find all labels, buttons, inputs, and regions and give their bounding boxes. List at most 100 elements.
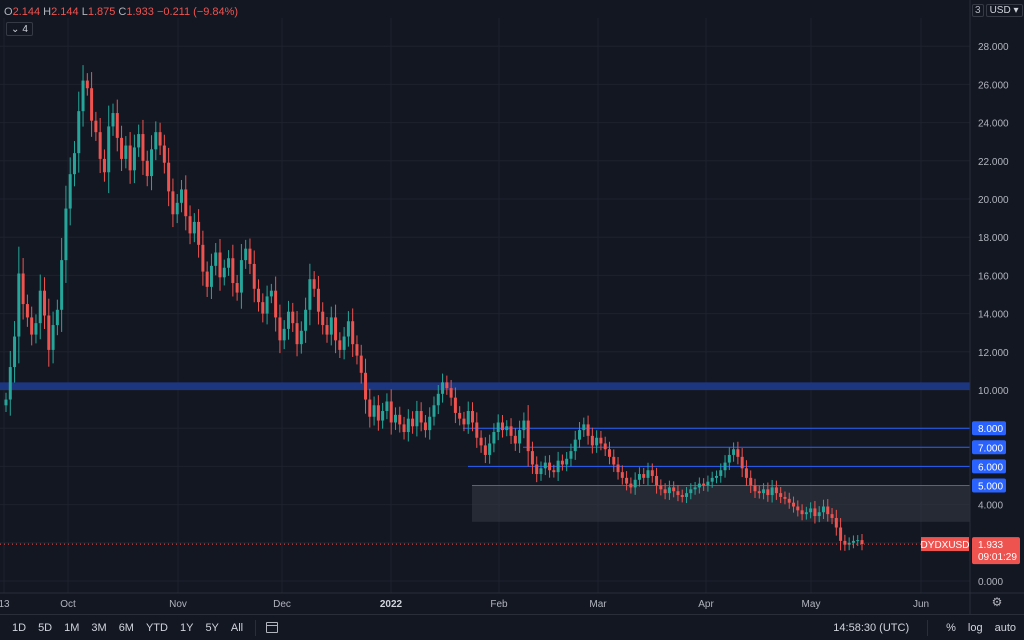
candle-body <box>821 506 825 513</box>
x-tick-label: Apr <box>698 599 714 610</box>
chevron-down-icon: ⌄ <box>11 23 20 35</box>
level-price-tag <box>972 421 1006 436</box>
candle-body <box>702 483 706 486</box>
candle-body <box>693 487 697 490</box>
candle-body <box>839 527 843 541</box>
axis-count-badge[interactable]: 3 <box>972 4 984 17</box>
candle-body <box>406 418 410 433</box>
candle-body <box>338 340 342 350</box>
candle-body <box>381 411 385 421</box>
range-6m-button[interactable]: 6M <box>118 621 134 634</box>
candle-body <box>132 147 136 171</box>
candle-body <box>128 145 132 171</box>
candle-body <box>141 134 145 161</box>
candle-body <box>706 481 710 486</box>
currency-select[interactable]: USD ▾ <box>985 4 1023 17</box>
candle-body <box>800 510 804 515</box>
candle-body <box>655 475 659 486</box>
candle-body <box>556 460 560 473</box>
candle-body <box>496 422 500 433</box>
candle-body <box>595 437 599 446</box>
y-tick-label: 14.000 <box>978 310 1009 321</box>
candle-body <box>107 126 111 173</box>
candle-body <box>796 506 800 511</box>
candle-body <box>286 311 290 329</box>
candle-body <box>723 462 727 471</box>
range-1d-button[interactable]: 1D <box>12 621 27 634</box>
clock-readout[interactable]: 14:58:30 (UTC) <box>833 622 910 634</box>
log-toggle[interactable]: log <box>967 622 983 634</box>
candle-body <box>278 317 282 341</box>
x-tick-label: Nov <box>169 599 187 610</box>
range-3m-button[interactable]: 3M <box>91 621 107 634</box>
indicators-toggle-button[interactable]: ⌄ 4 <box>6 22 33 36</box>
level-price-tag <box>972 478 1006 493</box>
candle-body <box>727 454 731 463</box>
range-5d-button[interactable]: 5D <box>38 621 53 634</box>
candle-body <box>629 483 633 488</box>
chevron-down-icon: ▾ <box>1010 5 1019 16</box>
candle-body <box>432 405 436 417</box>
candle-body <box>466 411 470 425</box>
candle-body <box>483 445 487 455</box>
candle-body <box>578 430 582 440</box>
candle-body <box>774 487 778 494</box>
percent-toggle[interactable]: % <box>946 622 956 634</box>
candle-body <box>137 134 141 148</box>
candle-body <box>55 309 59 326</box>
candle-body <box>753 485 757 492</box>
candle-body <box>762 489 766 494</box>
candle-body <box>269 290 273 297</box>
candle-body <box>72 153 76 175</box>
candle-body <box>257 288 261 303</box>
candle-body <box>351 321 355 345</box>
candle-body <box>68 174 72 209</box>
candle-body <box>47 315 51 350</box>
candle-body <box>60 260 64 310</box>
candle-body <box>513 435 517 444</box>
level-price-tag <box>972 459 1006 474</box>
candle-body <box>154 132 158 150</box>
auto-toggle[interactable]: auto <box>994 622 1016 634</box>
candle-body <box>316 288 320 312</box>
candle-body <box>548 462 552 471</box>
candle-body <box>436 393 440 406</box>
currency-label: USD <box>989 5 1011 16</box>
level-price-label: 8.000 <box>978 424 1003 435</box>
candle-body <box>441 382 445 394</box>
price-scale-currency[interactable]: 3 USD ▾ <box>972 4 1023 17</box>
candle-body <box>736 449 740 457</box>
range-all-button[interactable]: All <box>230 621 244 634</box>
candle-body <box>586 424 590 436</box>
candle-body <box>543 462 547 469</box>
candle-body <box>308 279 312 310</box>
range-1y-button[interactable]: 1Y <box>179 621 194 634</box>
calendar-icon[interactable] <box>266 622 279 633</box>
y-tick-label: 24.000 <box>978 119 1009 130</box>
candle-body <box>458 412 462 419</box>
candle-body <box>539 468 543 475</box>
range-1m-button[interactable]: 1M <box>64 621 80 634</box>
candle-body <box>535 464 539 475</box>
range-5y-button[interactable]: 5Y <box>205 621 219 634</box>
candle-body <box>231 258 235 284</box>
settings-gear-icon[interactable]: ⚙ <box>991 595 1003 609</box>
candle-body <box>449 388 453 398</box>
candle-body <box>509 426 513 436</box>
candle-body <box>192 221 196 234</box>
low-label: L <box>81 6 88 18</box>
candle-body <box>239 260 243 293</box>
candle-body <box>51 325 55 350</box>
x-tick-label: Mar <box>589 599 607 610</box>
candle-body <box>282 328 286 341</box>
y-tick-label: 18.000 <box>978 233 1009 244</box>
candle-body <box>13 336 17 368</box>
candle-body <box>792 502 796 507</box>
candle-body <box>385 401 389 412</box>
high-value: 2.144 <box>51 6 79 18</box>
candle-body <box>445 382 449 389</box>
range-ytd-button[interactable]: YTD <box>145 621 168 634</box>
candle-body <box>744 468 748 478</box>
